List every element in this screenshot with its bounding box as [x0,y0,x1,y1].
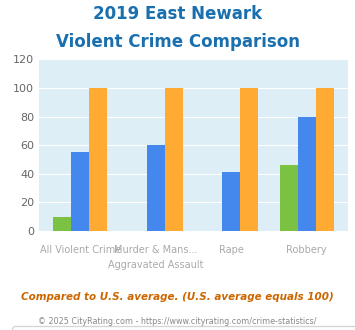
Text: © 2025 CityRating.com - https://www.cityrating.com/crime-statistics/: © 2025 CityRating.com - https://www.city… [38,317,317,326]
Text: Rape: Rape [219,245,244,255]
Text: Aggravated Assault: Aggravated Assault [108,260,203,270]
Bar [316,88,334,231]
Text: Murder & Mans...: Murder & Mans... [114,245,197,255]
Bar [89,88,108,231]
Bar [279,165,297,231]
Text: Violent Crime Comparison: Violent Crime Comparison [55,33,300,51]
Bar [71,152,89,231]
Bar [222,172,240,231]
Bar [165,88,183,231]
Text: All Violent Crime: All Violent Crime [40,245,121,255]
Bar [147,145,165,231]
Text: Robbery: Robbery [286,245,327,255]
Text: Compared to U.S. average. (U.S. average equals 100): Compared to U.S. average. (U.S. average … [21,292,334,302]
Bar [53,217,71,231]
Legend: East Newark, New Jersey, National: East Newark, New Jersey, National [12,326,355,330]
Bar [240,88,258,231]
Text: 2019 East Newark: 2019 East Newark [93,5,262,23]
Bar [297,116,316,231]
